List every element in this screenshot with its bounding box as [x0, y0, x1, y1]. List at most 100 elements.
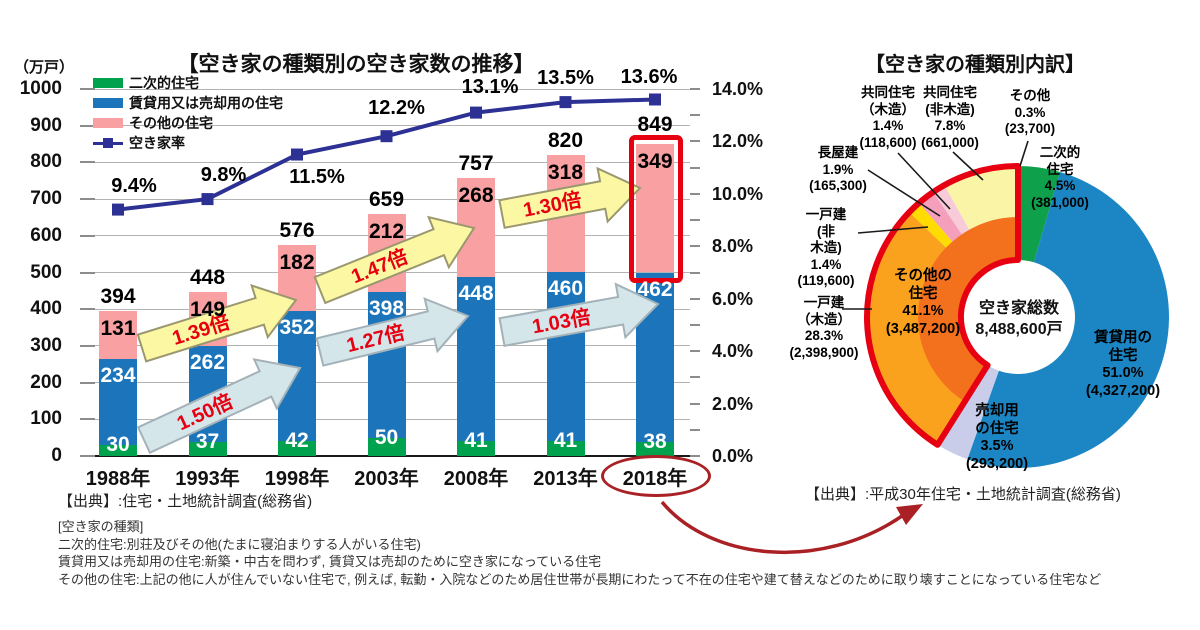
right-chart-title: 【空き家の種類別内訳】 [865, 54, 1085, 76]
bar-segment-secondary [457, 440, 495, 456]
y-left-tick-label: 800 [30, 151, 62, 173]
slice-name: 共同住宅 （木造） [860, 85, 915, 117]
note-line: その他の住宅:上記の他に人が住んでいない住宅で, 例えば, 転勤・入院などのため… [58, 571, 1102, 587]
y-right-tick-mark [690, 88, 700, 90]
legend-color-swatch [93, 78, 123, 88]
bar-segment-secondary [99, 444, 137, 456]
bar-total-label: 576 [279, 218, 315, 242]
rate-line-marker [470, 106, 482, 119]
bar-other-value: 318 [547, 161, 584, 185]
bar-secondary-value: 30 [106, 432, 130, 456]
bar-secondary-value: 37 [195, 430, 220, 454]
vacancy-rate-label: 9.4% [111, 174, 157, 197]
bar-other-value: 212 [368, 219, 405, 243]
slice-percent: 0.3% [1014, 104, 1046, 120]
y-left-tick-label: 300 [30, 334, 62, 356]
y-left-tick-mark [80, 234, 95, 237]
x-axis-year-label: 2003年 [354, 468, 419, 490]
slice-name: その他 [1009, 88, 1051, 103]
bar-total-label: 659 [368, 187, 405, 211]
rate-line-legend-swatch [93, 137, 123, 149]
left-chart-source: 【出典】:住宅・土地統計調査(総務省) [58, 493, 313, 510]
donut-svg [842, 140, 1169, 468]
bar-total-label: 820 [547, 129, 584, 153]
y-right-tick-mark [690, 271, 700, 274]
donut-slice [1018, 166, 1061, 263]
rate-line-marker [649, 93, 661, 106]
y-left-tick-mark [80, 344, 95, 347]
bar-segment-rental [99, 359, 137, 445]
x-axis-year-label: 2008年 [443, 468, 509, 490]
bar-segment-secondary [367, 437, 406, 456]
total-title: 空き家総数 [978, 300, 1059, 317]
bar-secondary-value: 41 [553, 428, 578, 452]
x-axis-line [95, 455, 690, 457]
y-right-tick-label: 2.0% [712, 393, 754, 414]
y-right-tick-mark [690, 219, 700, 222]
total-value: 8,488,600戸 [975, 321, 1063, 338]
slice-percent: 3.5% [980, 438, 1014, 454]
donut-slice [967, 171, 1169, 468]
slice-value: (118,600) [859, 134, 917, 150]
y-right-tick-mark [690, 114, 700, 117]
y-left-tick-label: 200 [30, 371, 62, 393]
bar-secondary-value: 42 [285, 428, 309, 452]
y-left-tick-label: 600 [30, 224, 62, 246]
donut-slice-label: その他 0.3% (23,700) [1005, 88, 1055, 138]
y-right-tick-label: 4.0% [712, 341, 754, 362]
y-left-tick-mark [80, 308, 95, 311]
bar-rental-value: 460 [547, 277, 584, 301]
y-left-tick-label: 500 [30, 261, 62, 283]
x-axis-year-label: 1988年 [85, 468, 151, 490]
rate-line-marker [380, 130, 393, 143]
legend-label: その他の住宅 [129, 115, 213, 131]
slice-name: 一戸建 （木造） [797, 295, 851, 327]
slice-name: 賃貸用の 住宅 [1093, 330, 1152, 364]
slice-percent: 1.9% [822, 161, 854, 177]
y-axis-unit-label: （万戸） [14, 59, 75, 76]
y-left-tick-label: 700 [30, 188, 62, 210]
y-right-tick-label: 6.0% [712, 288, 754, 309]
y-left-tick-label: 1000 [19, 78, 62, 99]
slice-name: その他の 住宅 [893, 268, 952, 302]
x-axis-year-label: 2013年 [533, 468, 598, 490]
gridline [95, 88, 690, 90]
y-left-tick-mark [80, 88, 95, 90]
bar-total-label: 849 [637, 113, 673, 137]
slice-value: (661,000) [921, 134, 979, 150]
callout-leader-line [952, 151, 984, 181]
x-axis-year-label: 1993年 [175, 468, 240, 490]
y-right-tick-mark [690, 166, 700, 169]
y-left-tick-mark [80, 124, 95, 127]
slice-value: (293,200) [965, 455, 1029, 472]
slice-percent: 4.5% [1044, 178, 1076, 193]
y-right-tick-label: 12.0% [712, 131, 764, 152]
bar-total-label: 757 [458, 152, 494, 176]
rate-line-marker [112, 203, 124, 216]
bar-rental-value: 234 [100, 364, 136, 388]
legend-color-swatch [93, 98, 123, 108]
donut-slice-label: 共同住宅 (非木造) 7.8% (661,000) [921, 85, 979, 151]
callout-leader-line [897, 152, 951, 210]
donut-slice-label: 売却用 の住宅 3.5% (293,200) [966, 403, 1028, 473]
y-left-tick-mark [80, 418, 95, 421]
slice-value: (4,327,200) [1085, 382, 1161, 399]
vacancy-rate-label: 12.2% [368, 97, 425, 120]
legend-label: 二次的住宅 [129, 75, 199, 91]
slice-value: (23,700) [1004, 121, 1056, 136]
vacancy-rate-label: 13.6% [620, 66, 678, 89]
slice-name: 一戸建(非 木造) [805, 207, 847, 255]
y-right-tick-label: 8.0% [712, 236, 754, 257]
donut-slice-label: 一戸建 （木造） 28.3% (2,398,900) [789, 295, 858, 361]
y-left-tick-mark [80, 271, 95, 274]
bar-rental-value: 462 [637, 277, 673, 301]
bar-rental-value: 448 [458, 281, 494, 305]
y-left-tick-mark [80, 198, 95, 201]
slice-percent: 7.8% [934, 118, 966, 133]
donut-group-red-outline [864, 163, 1021, 448]
y-right-tick-mark [690, 140, 700, 143]
legend-item: その他の住宅 [93, 115, 213, 131]
y-left-tick-label: 100 [30, 408, 62, 430]
slice-value: (381,000) [1031, 194, 1089, 210]
